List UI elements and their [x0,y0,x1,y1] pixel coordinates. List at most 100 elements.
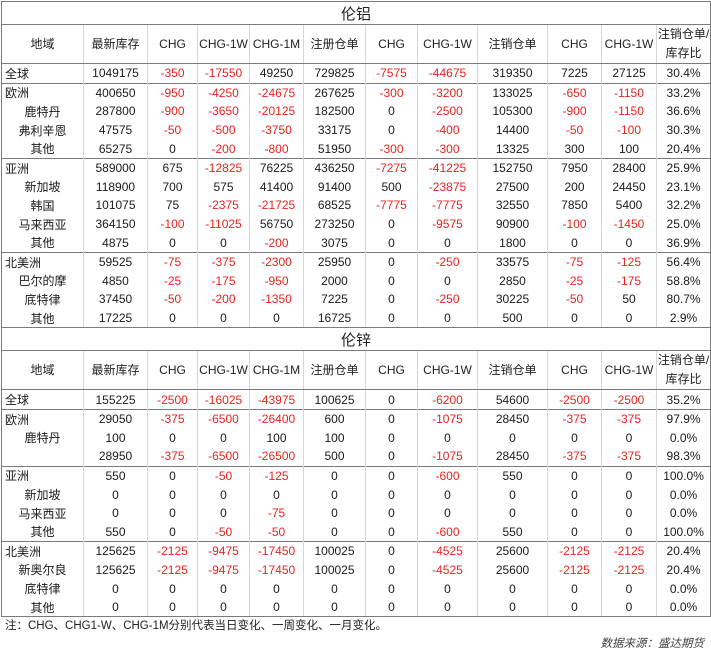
value-cell: 0 [147,485,198,504]
value-cell: 100 [303,428,366,448]
value-cell: 25600 [477,541,548,561]
value-cell: 27500 [477,177,548,197]
value-cell: 0 [477,428,548,448]
value-cell: 0 [147,465,198,486]
region-cell: 其他 [1,522,84,542]
value-cell: 14400 [477,120,548,140]
value-cell: -650 [547,82,602,103]
region-cell: 全球 [1,389,84,410]
value-cell: -2125 [147,560,198,580]
value-cell: 4850 [83,271,148,291]
table-row: 鹿特丹 287800 -900 -3650 -20125 182500 0 -2500 1053… [1,102,711,121]
value-cell: 37450 [83,290,148,309]
value-cell: 25.0% [655,214,711,234]
region-cell: 韩国 [1,196,84,215]
value-cell: 56.4% [655,251,711,272]
value-cell: 0 [417,428,478,448]
value-cell: 41400 [249,177,304,197]
value-cell: 0 [249,579,304,598]
value-cell: -950 [147,82,198,103]
value-cell: 0 [547,485,602,504]
region-cell: 马来西亚 [1,214,84,234]
value-cell: 29050 [83,408,148,429]
lme-inventory-table: 伦铝 地域 最新库存 CHG CHG-1W CHG-1M 注册仓单 CHG CHG-1W 注销仓单… [0,1,711,618]
region-cell: 北美洲 [1,541,84,561]
value-cell: -9475 [197,560,250,580]
region-cell: 底特律 [1,290,84,309]
value-cell: 2850 [477,271,548,291]
value-cell: 300 [547,139,602,159]
value-cell: 0 [83,597,148,618]
value-cell: -6500 [197,408,250,429]
value-cell: 0 [365,408,418,429]
value-cell: 100.0% [655,522,711,542]
region-cell: 新加坡 [1,485,84,504]
region-cell: 其他 [1,233,84,253]
value-cell: 0 [417,503,478,523]
value-cell: 125625 [83,560,148,580]
value-cell: -500 [197,120,250,140]
value-cell: 0 [547,579,602,598]
region-cell: 新加坡 [1,177,84,197]
table-row: 其他 65275 0 -200 -800 51950 -300 -300 13325 300 100… [1,139,711,159]
value-cell: -12825 [197,157,250,178]
value-cell: -20125 [249,102,304,121]
value-cell: -900 [547,102,602,121]
value-cell: 0 [365,447,418,467]
value-cell: 0 [547,233,602,253]
data-source: 数据来源：盛达期货 [600,638,705,651]
value-cell: 2.9% [655,308,711,329]
value-cell: -200 [197,290,250,309]
value-cell: -75 [547,251,602,272]
value-cell: 0 [417,308,478,329]
value-cell: 0 [249,485,304,504]
value-cell: -175 [601,271,657,291]
value-cell: -50 [547,120,602,140]
value-cell: -43975 [249,389,304,410]
value-cell: -2500 [417,102,478,121]
value-cell: 0 [147,233,198,253]
value-cell: 30.3% [655,120,711,140]
column-header: 最新库存 [83,350,148,391]
value-cell: 7950 [547,157,602,178]
value-cell: 0 [365,214,418,234]
value-cell: 0 [197,485,250,504]
column-header: CHG-1W [417,24,478,64]
section-title: 伦锌 [0,327,711,352]
value-cell: -6200 [417,389,478,410]
value-cell: 49250 [249,63,304,84]
value-cell: 54600 [477,389,548,410]
value-cell: 729825 [303,63,366,84]
value-cell: 0 [365,560,418,580]
value-cell: 0 [303,597,366,618]
value-cell: -600 [417,465,478,486]
value-cell: -300 [365,82,418,103]
value-cell: 0 [547,428,602,448]
value-cell: -4250 [197,82,250,103]
value-cell: -2125 [601,560,657,580]
value-cell: -6500 [197,447,250,467]
value-cell: -375 [547,408,602,429]
value-cell: -11025 [197,214,250,234]
value-cell: 550 [477,522,548,542]
table-row: 鹿特丹 100 0 0 100 100 0 0 0 0 0 0.0% [1,428,711,448]
value-cell: 589000 [83,157,148,178]
value-cell: 20.4% [655,541,711,561]
value-cell: 56750 [249,214,304,234]
column-header: CHG-1W [197,350,250,391]
value-cell: 0 [197,503,250,523]
value-cell: 80.7% [655,290,711,309]
value-cell: 500 [477,308,548,329]
table-row: 欧洲 400650 -950 -4250 -24675 267625 -300 -3200 13… [1,82,711,103]
region-cell: 其他 [1,139,84,159]
value-cell: 0 [477,597,548,618]
value-cell: 65275 [83,139,148,159]
value-cell: -2500 [601,389,657,410]
value-cell: -2300 [249,251,304,272]
value-cell: 100 [601,139,657,159]
region-cell: 巴尔的摩 [1,271,84,291]
value-cell: -375 [547,447,602,467]
value-cell: -9475 [197,541,250,561]
value-cell: 182500 [303,102,366,121]
